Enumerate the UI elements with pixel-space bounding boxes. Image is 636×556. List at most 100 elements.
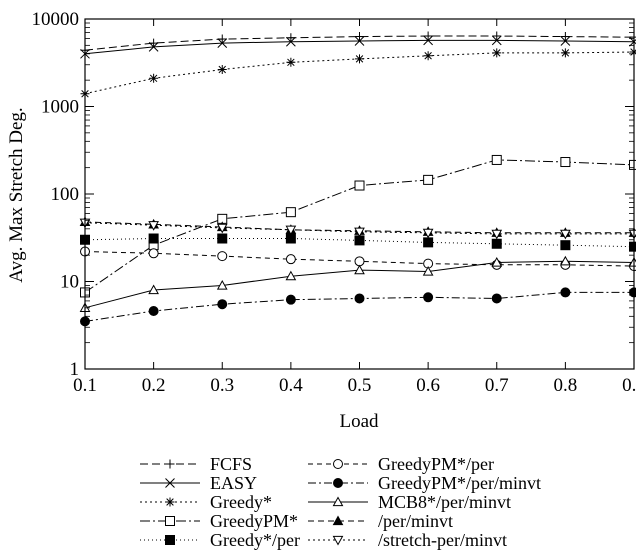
legend-label: EASY [210,473,257,493]
x-tick-label: 0.5 [348,375,372,396]
legend-label: Greedy* [210,492,272,512]
data-point [422,228,434,239]
data-point [629,47,636,57]
data-point [629,287,636,298]
data-point [629,159,636,170]
data-point [560,36,571,46]
legend-label: GreedyPM*/per [378,454,494,474]
legend-item: GreedyPM* [140,511,298,531]
data-point [217,34,227,44]
data-point [491,256,503,267]
data-point [423,31,433,41]
legend-item: Greedy*/per [140,530,300,550]
data-point [217,299,228,310]
legend-marker [333,459,343,469]
legend-item: Greedy* [140,492,272,512]
data-point [422,266,434,276]
data-point [216,279,228,290]
data-point [286,36,296,47]
x-tick-label: 0.2 [142,375,166,396]
y-tick-label: 100 [51,184,80,205]
data-point [354,180,365,191]
data-point [285,270,297,281]
plot-area [79,31,636,327]
legend-marker [333,478,343,488]
legend-item: MCB8*/per/minvt [308,492,511,512]
x-tick-label: 0.1 [73,375,97,396]
x-tick-label: 0.3 [210,375,234,396]
legend-item: GreedyPM*/per/minvt [308,473,541,493]
x-tick-label: 0.6 [416,375,440,396]
legend-marker [165,516,175,526]
series-line [84,35,635,51]
legend-label: FCFS [210,454,252,474]
data-point [492,31,502,41]
data-point [217,233,228,244]
data-point [560,229,571,240]
legend-marker [332,496,344,507]
legend-label: MCB8*/per/minvt [378,492,511,512]
data-point [423,237,434,248]
data-point [354,264,365,275]
data-point [560,240,571,251]
data-point [285,207,296,218]
legend-marker [165,478,175,488]
data-point [492,48,502,58]
data-point [354,227,365,238]
data-point [148,233,159,244]
data-point [423,51,433,61]
plot-frame [84,18,635,370]
legend-item: /per/minvt [308,511,453,531]
data-point [491,229,503,240]
data-point [491,293,502,304]
series-EASY [80,35,636,59]
data-point [560,287,571,298]
data-point [560,255,571,266]
legend-label: GreedyPM*/per/minvt [378,473,541,493]
data-point [148,284,159,295]
series-FCFS [80,31,636,55]
series-Greedy* [80,47,636,99]
series-MCB8*/per/minvt [79,255,636,312]
data-point [285,225,297,236]
series-line [84,39,635,55]
axes: 0.1 0.2 0.3 0.4 0.5 0.6 0.7 0.8 0.9 1 10 100 1000 100… [32,9,636,396]
data-point [491,154,502,165]
data-point [217,38,228,48]
series-GreedyPM*/per/minvt [80,287,636,327]
data-point [560,157,571,168]
data-point [149,73,159,83]
legend-marker [332,535,344,546]
data-point [286,57,296,67]
x-tick-label: 0.7 [485,375,509,396]
data-point [354,256,365,267]
series-GreedyPM* [80,154,636,298]
legend-item: EASY [140,473,257,493]
series-line [84,51,635,95]
series-line [84,222,634,235]
legend-label: Greedy*/per [210,530,300,550]
legend-item: FCFS [140,454,252,474]
data-point [491,35,502,46]
data-point [560,32,570,42]
data-point [149,38,159,48]
y-tick-label: 10000 [32,9,80,30]
legend-item: /stretch-per/minvt [308,530,507,550]
legend-label: GreedyPM* [210,511,298,531]
legend-marker [165,459,175,469]
data-point [354,36,365,46]
legend-label: /per/minvt [378,511,453,531]
data-point [423,174,434,185]
x-tick-label: 0.8 [554,375,578,396]
y-tick-label: 1 [70,359,80,380]
data-point [148,306,159,317]
data-point [423,35,433,46]
data-point [286,33,296,43]
legend-marker [165,535,175,545]
y-tick-label: 10 [60,272,79,293]
data-point [285,254,296,265]
data-point [148,248,159,259]
y-tick-label: 1000 [41,97,79,118]
